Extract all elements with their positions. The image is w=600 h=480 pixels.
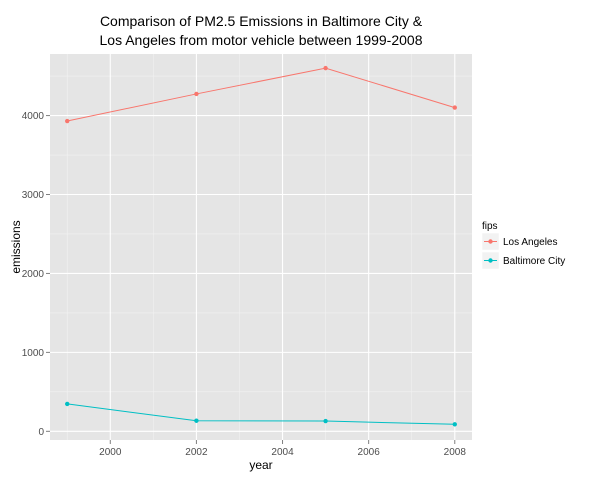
x-tick-label: 2008 [444, 447, 467, 458]
grid-minor [50, 54, 472, 440]
data-point-baltimore-city [194, 418, 199, 423]
data-point-baltimore-city [323, 418, 328, 424]
x-tick-label: 2000 [99, 447, 122, 458]
chart-title: Comparison of PM2.5 Emissions in Baltimo… [100, 13, 423, 48]
series-line-baltimore-city [67, 403, 455, 425]
grid-major [50, 54, 472, 440]
series-line-los-angeles [67, 67, 455, 122]
x-tick-label: 2006 [358, 447, 381, 458]
y-tick-label: 0 [38, 427, 44, 438]
y-tick-label: 1000 [22, 348, 45, 359]
x-axis-label: year [249, 458, 272, 472]
series-layer [65, 65, 457, 427]
data-point-los-angeles [65, 118, 70, 124]
y-axis-ticks: 0 1000 2000 3000 4000 [22, 111, 50, 438]
legend-key-point-los-angeles [488, 239, 493, 244]
legend-label-los-angeles: Los Angeles [503, 237, 558, 248]
y-tick-label: 3000 [22, 190, 45, 201]
data-point-baltimore-city [452, 422, 457, 427]
data-point-los-angeles [452, 105, 457, 110]
legend: fips Los Angeles Baltimore City [481, 221, 565, 270]
legend-label-baltimore-city: Baltimore City [503, 256, 565, 267]
legend-title: fips [482, 221, 498, 232]
y-tick-label: 2000 [22, 269, 45, 280]
y-tick-label: 4000 [22, 111, 45, 122]
x-tick-label: 2004 [271, 447, 294, 458]
y-axis-label: emissions [9, 220, 23, 273]
chart-title-line-2: Los Angeles from motor vehicle between 1… [100, 32, 423, 48]
chart-title-line-1: Comparison of PM2.5 Emissions in Baltimo… [100, 13, 423, 29]
x-axis-ticks: 2000 2002 2004 2006 2008 [99, 440, 466, 458]
data-point-baltimore-city [65, 401, 70, 407]
data-point-los-angeles [323, 65, 328, 71]
legend-key-point-baltimore-city [488, 258, 493, 263]
plot-panel [50, 54, 472, 440]
data-point-los-angeles [194, 91, 199, 97]
x-tick-label: 2002 [185, 447, 208, 458]
